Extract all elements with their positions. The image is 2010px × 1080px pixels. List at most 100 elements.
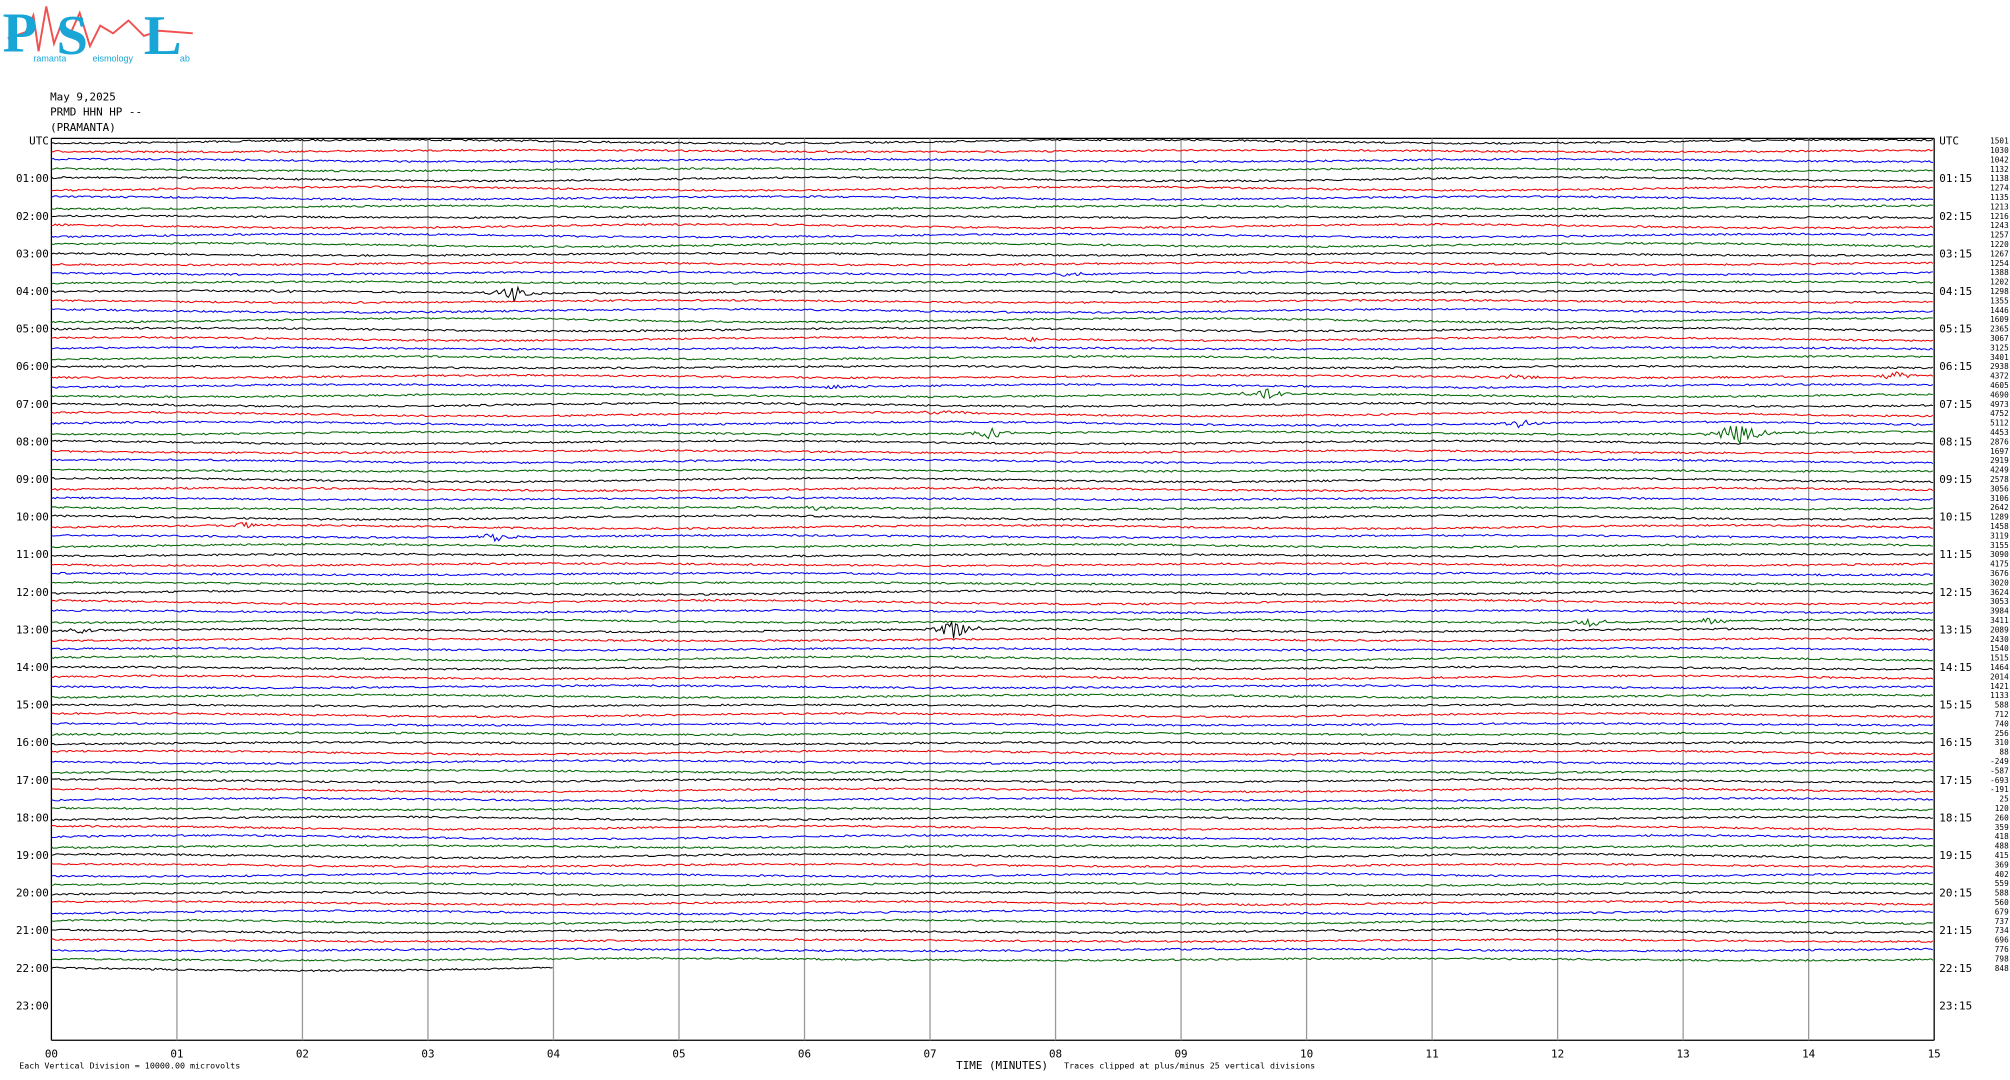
trace-offset: 1213 [1990, 202, 2009, 211]
x-tick-label: 04 [547, 1047, 561, 1060]
trace [51, 261, 1934, 267]
trace-offset: 1220 [1990, 240, 2009, 249]
hour-label: 16:00 [16, 736, 49, 749]
trace [51, 824, 1933, 831]
x-tick-label: 14 [1802, 1047, 1816, 1060]
hour-label: 05:00 [16, 323, 49, 336]
trace [51, 476, 1933, 484]
trace-offset: 3090 [1990, 550, 2009, 559]
trace [51, 148, 1934, 154]
trace [51, 439, 1933, 446]
trace-offset: 3125 [1990, 343, 2009, 352]
trace-offset: 3401 [1990, 353, 2009, 362]
trace [51, 175, 1933, 183]
trace-offset: 1289 [1990, 513, 2009, 522]
trace [51, 449, 1934, 455]
trace-offset: 848 [1995, 964, 2009, 973]
hour-label: 07:15 [1939, 398, 1972, 411]
trace [51, 881, 1933, 887]
logo-letter: P [3, 2, 38, 64]
hour-label: 03:00 [16, 247, 49, 260]
trace-offset: -191 [1990, 785, 2009, 794]
trace [51, 621, 1934, 639]
trace [51, 871, 1933, 878]
trace-offset: -587 [1990, 766, 2009, 775]
trace [51, 425, 1933, 445]
trace [51, 468, 1934, 473]
hour-label: 17:15 [1939, 774, 1972, 787]
trace [51, 796, 1933, 803]
trace-offset: 369 [1995, 860, 2009, 869]
trace-offset: 2089 [1990, 625, 2009, 634]
hour-label: 02:00 [16, 210, 49, 223]
trace-offset: 5112 [1990, 419, 2009, 428]
trace [51, 833, 1934, 841]
logo-word: ramanta [33, 53, 66, 63]
trace [51, 251, 1934, 258]
x-tick-label: 10 [1300, 1047, 1313, 1060]
trace-offset: 712 [1995, 710, 2009, 719]
x-tick-label: 00 [45, 1047, 58, 1060]
trace-offset: 3155 [1990, 541, 2009, 550]
trace [51, 759, 1934, 765]
trace [51, 486, 1934, 493]
hour-label: 23:15 [1939, 999, 1972, 1012]
hour-label: 01:00 [16, 172, 49, 185]
trace [51, 204, 1933, 211]
hour-label: 12:00 [16, 586, 49, 599]
x-tick-label: 06 [798, 1047, 811, 1060]
trace [51, 938, 1934, 943]
trace-offset: 4752 [1990, 409, 2009, 418]
hour-label: 05:15 [1939, 323, 1972, 336]
trace-offset: 3984 [1990, 607, 2009, 616]
hour-label: 13:00 [16, 623, 49, 636]
station: PRMD HHN HP -- [50, 106, 142, 119]
trace-offset: 2919 [1990, 456, 2009, 465]
hour-label: 20:15 [1939, 887, 1972, 900]
trace-offset: 1135 [1990, 193, 2009, 202]
trace-offset: 418 [1995, 832, 2009, 841]
trace [51, 777, 1934, 784]
trace [51, 285, 1933, 303]
trace [51, 214, 1934, 220]
trace-offset: 1216 [1990, 212, 2009, 221]
trace-offset: 415 [1995, 851, 2009, 860]
trace-offset: 737 [1995, 917, 2009, 926]
trace-offset: 4605 [1990, 381, 2009, 390]
hour-label: 06:00 [16, 360, 49, 373]
trace [51, 589, 1934, 597]
trace-offset: 1243 [1990, 221, 2009, 230]
trace [51, 852, 1933, 860]
trace-offset: 256 [1995, 729, 2009, 738]
trace-offset: 1267 [1990, 249, 2009, 258]
trace [51, 307, 1934, 314]
trace [51, 909, 1933, 916]
trace [51, 345, 1934, 351]
trace [51, 844, 1933, 850]
trace [51, 195, 1933, 201]
trace-offset: 88 [1999, 748, 2009, 757]
trace [51, 693, 1934, 699]
trace-offset: 696 [1995, 936, 2009, 945]
trace [51, 388, 1933, 400]
hour-label: 04:00 [16, 285, 49, 298]
trace-offset: 1133 [1990, 691, 2009, 700]
trace [51, 354, 1933, 361]
hour-label: UTC [1939, 135, 1959, 148]
trace [51, 562, 1934, 568]
trace-offset: 1515 [1990, 654, 2009, 663]
trace [51, 711, 1934, 718]
trace [51, 232, 1934, 239]
hour-label: 23:00 [16, 999, 49, 1012]
trace-offset: 4175 [1990, 560, 2009, 569]
trace [51, 956, 1934, 962]
trace-offset: 488 [1995, 842, 2009, 851]
trace-offset: 402 [1995, 870, 2009, 879]
trace [51, 655, 1933, 662]
hour-label: 01:15 [1939, 172, 1972, 185]
trace [51, 335, 1934, 343]
trace [51, 966, 553, 973]
trace [51, 138, 1934, 145]
trace [51, 542, 1933, 549]
